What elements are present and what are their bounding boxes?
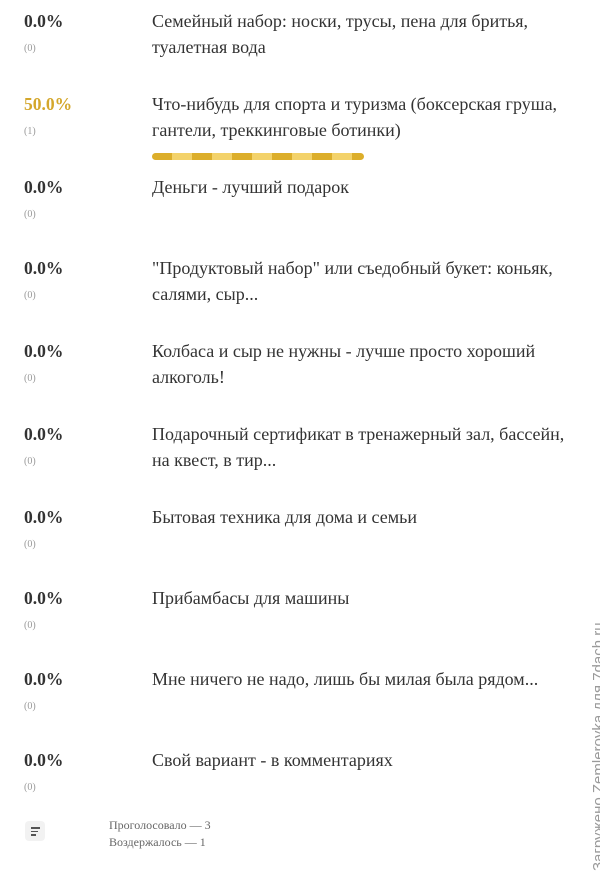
option-stats: 0.0% (0): [0, 421, 152, 473]
poll-option: 0.0% (0) Бытовая техника для дома и семьи: [0, 504, 600, 585]
option-count: (0): [24, 456, 36, 467]
option-percent: 0.0%: [24, 750, 64, 770]
poll-option: 0.0% (0) Подарочный сертификат в тренажерн…: [0, 421, 600, 504]
option-percent: 0.0%: [24, 669, 64, 689]
option-text: Семейный набор: носки, трусы, пена для б…: [152, 11, 529, 57]
option-stats: 0.0% (0): [0, 255, 152, 307]
option-count: (1): [24, 126, 36, 137]
option-stats: 0.0% (0): [0, 504, 152, 554]
stats-icon[interactable]: [25, 821, 45, 841]
option-text: Мне ничего не надо, лишь бы милая была р…: [152, 669, 539, 689]
option-text: Свой вариант - в комментариях: [152, 750, 393, 770]
option-text: Бытовая техника для дома и семьи: [152, 507, 417, 527]
option-percent: 0.0%: [24, 588, 64, 608]
option-text: "Продуктовый набор" или съедобный букет:…: [152, 258, 553, 304]
option-stats: 0.0% (0): [0, 666, 152, 716]
poll-option: 50.0% (1) Что-нибудь для спорта и туризма …: [0, 91, 600, 174]
option-count: (0): [24, 43, 36, 54]
option-percent: 0.0%: [24, 258, 64, 278]
option-count: (0): [24, 373, 36, 384]
option-text: Деньги - лучший подарок: [152, 177, 350, 197]
option-count: (0): [24, 209, 36, 220]
voted-count: Проголосовало — 3: [109, 818, 211, 832]
option-text: Что-нибудь для спорта и туризма (боксерс…: [152, 94, 558, 140]
poll-option: 0.0% (0) "Продуктовый набор" или съедобный…: [0, 255, 600, 338]
option-stats: 0.0% (0): [0, 8, 152, 60]
poll-option: 0.0% (0) Мне ничего не надо, лишь бы милая…: [0, 666, 600, 747]
option-count: (0): [24, 290, 36, 301]
option-percent: 0.0%: [24, 177, 64, 197]
option-count: (0): [24, 620, 36, 631]
option-text: Колбаса и сыр не нужны - лучше просто хо…: [152, 341, 536, 387]
poll-option: 0.0% (0) Семейный набор: носки, трусы, пен…: [0, 8, 600, 91]
option-text: Подарочный сертификат в тренажерный зал,…: [152, 424, 565, 470]
option-stats: 0.0% (0): [0, 747, 152, 797]
option-percent: 0.0%: [24, 424, 64, 444]
poll-option: 0.0% (0) Колбаса и сыр не нужны - лучше пр…: [0, 338, 600, 421]
option-stats: 0.0% (0): [0, 585, 152, 635]
poll-option: 0.0% (0) Свой вариант - в комментариях: [0, 747, 600, 828]
option-stats: 50.0% (1): [0, 91, 152, 143]
option-count: (0): [24, 782, 36, 793]
poll-footer: Проголосовало — 3 Воздержалось — 1: [0, 815, 600, 855]
option-count: (0): [24, 539, 36, 550]
poll-option: 0.0% (0) Деньги - лучший подарок: [0, 174, 600, 255]
result-bar: [152, 153, 364, 160]
option-stats: 0.0% (0): [0, 174, 152, 224]
poll-options: 0.0% (0) Семейный набор: носки, трусы, пен…: [0, 8, 600, 828]
abstained-count: Воздержалось — 1: [109, 835, 206, 849]
option-percent: 0.0%: [24, 507, 64, 527]
option-percent: 0.0%: [24, 341, 64, 361]
poll-option: 0.0% (0) Прибамбасы для машины: [0, 585, 600, 666]
option-percent: 0.0%: [24, 11, 64, 31]
watermark: Загружено Zemleroyka для 7dach.ru: [590, 622, 600, 871]
option-text: Прибамбасы для машины: [152, 588, 350, 608]
option-count: (0): [24, 701, 36, 712]
option-stats: 0.0% (0): [0, 338, 152, 390]
option-percent: 50.0%: [24, 94, 73, 114]
